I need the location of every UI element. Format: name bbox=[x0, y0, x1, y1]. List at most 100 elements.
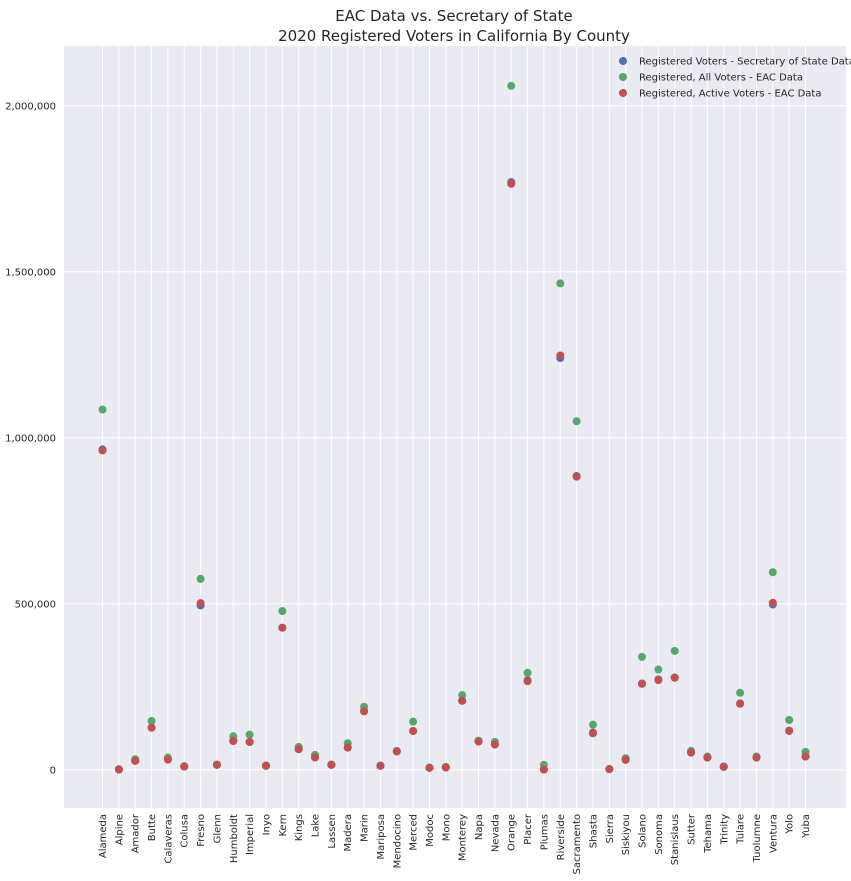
x-tick-label: Colusa bbox=[180, 814, 191, 848]
x-tick-label: Stanislaus bbox=[670, 814, 681, 865]
data-point bbox=[523, 677, 532, 686]
x-tick-label: Calaveras bbox=[163, 814, 174, 864]
data-point bbox=[572, 417, 581, 426]
data-point bbox=[605, 765, 614, 774]
data-point bbox=[703, 753, 712, 762]
x-tick-label: Sacramento bbox=[572, 814, 583, 874]
data-point bbox=[490, 740, 499, 749]
data-point bbox=[801, 752, 810, 761]
x-tick-label: Yolo bbox=[785, 814, 796, 835]
data-point bbox=[785, 716, 794, 725]
x-tick-label: Placer bbox=[523, 813, 534, 845]
x-tick-label: Riverside bbox=[556, 814, 567, 860]
y-tick-label: 0 bbox=[50, 765, 56, 776]
data-point bbox=[196, 574, 205, 583]
x-tick-label: Tulare bbox=[736, 814, 747, 845]
data-point bbox=[343, 743, 352, 752]
x-tick-label: Butte bbox=[147, 814, 158, 841]
data-point bbox=[98, 405, 107, 414]
data-point bbox=[245, 737, 254, 746]
x-tick-label: Merced bbox=[409, 814, 420, 851]
x-tick-label: Sutter bbox=[687, 813, 698, 845]
x-tick-label: Modoc bbox=[425, 814, 436, 847]
x-tick-label: Napa bbox=[474, 814, 485, 840]
x-tick-label: Nevada bbox=[490, 814, 501, 852]
data-point bbox=[687, 748, 696, 757]
y-tick-label: 1,000,000 bbox=[5, 433, 56, 444]
data-point bbox=[638, 679, 647, 688]
data-point bbox=[425, 763, 434, 772]
x-tick-label: Amador bbox=[131, 813, 142, 853]
x-tick-label: Tuolumne bbox=[752, 814, 763, 863]
data-point bbox=[196, 599, 205, 608]
data-point bbox=[180, 762, 189, 771]
data-point bbox=[736, 688, 745, 697]
data-point bbox=[719, 762, 728, 771]
data-point bbox=[458, 696, 467, 705]
data-point bbox=[572, 472, 581, 481]
x-tick-label: Ventura bbox=[768, 814, 779, 853]
data-point bbox=[311, 753, 320, 762]
data-point bbox=[736, 699, 745, 708]
data-point bbox=[507, 179, 516, 188]
data-point bbox=[409, 726, 418, 735]
data-point bbox=[229, 736, 238, 745]
data-point bbox=[376, 761, 385, 770]
x-tick-label: Mendocino bbox=[392, 814, 403, 868]
data-point bbox=[654, 676, 663, 685]
data-point bbox=[278, 607, 287, 616]
data-point bbox=[147, 717, 156, 726]
series-3-points bbox=[98, 179, 810, 774]
data-point bbox=[539, 765, 548, 774]
x-tick-label: Inyo bbox=[261, 814, 272, 835]
data-point bbox=[212, 760, 221, 769]
data-point bbox=[556, 351, 565, 360]
data-point bbox=[523, 668, 532, 677]
x-tick-label: Orange bbox=[507, 814, 518, 851]
data-point bbox=[327, 760, 336, 769]
data-point bbox=[638, 652, 647, 661]
x-axis-ticks: Alameda Alpine Amador Butte Calaveras Colusa F… bbox=[98, 813, 812, 874]
grid-lines bbox=[64, 46, 846, 808]
data-point bbox=[768, 598, 777, 607]
data-point bbox=[278, 623, 287, 632]
data-point bbox=[114, 765, 123, 774]
data-points bbox=[98, 81, 810, 774]
x-tick-label: Humboldt bbox=[229, 814, 240, 863]
legend-label: Registered Voters - Secretary of State D… bbox=[639, 57, 851, 68]
x-tick-label: Fresno bbox=[196, 814, 207, 847]
y-axis-ticks: 0 500,000 1,000,000 1,500,000 2,000,000 bbox=[5, 101, 56, 776]
x-tick-label: Trinity bbox=[719, 814, 730, 846]
x-tick-label: Mono bbox=[441, 814, 452, 841]
x-tick-label: Lake bbox=[311, 814, 322, 837]
x-tick-label: Kings bbox=[294, 814, 305, 841]
x-tick-label: Lassen bbox=[327, 814, 338, 849]
legend-marker bbox=[619, 57, 627, 65]
data-point bbox=[409, 717, 418, 726]
data-point bbox=[392, 747, 401, 756]
data-point bbox=[670, 646, 679, 655]
data-point bbox=[441, 763, 450, 772]
data-point bbox=[556, 279, 565, 288]
x-tick-label: Shasta bbox=[588, 814, 599, 848]
data-point bbox=[670, 673, 679, 682]
data-point bbox=[294, 745, 303, 754]
data-point bbox=[98, 446, 107, 455]
x-tick-label: Siskiyou bbox=[621, 814, 632, 855]
data-point bbox=[785, 726, 794, 735]
data-point bbox=[507, 81, 516, 90]
x-tick-label: Madera bbox=[343, 814, 354, 852]
x-tick-label: Tehama bbox=[703, 814, 714, 854]
chart-subtitle: 2020 Registered Voters in California By … bbox=[278, 27, 630, 45]
data-point bbox=[654, 665, 663, 674]
legend-label: Registered, All Voters - EAC Data bbox=[639, 73, 803, 84]
data-point bbox=[245, 730, 254, 739]
y-tick-label: 1,500,000 bbox=[5, 267, 56, 278]
data-point bbox=[588, 720, 597, 729]
legend-marker bbox=[619, 73, 627, 81]
chart-title: EAC Data vs. Secretary of State bbox=[335, 7, 572, 25]
data-point bbox=[131, 756, 140, 765]
data-point bbox=[360, 707, 369, 716]
